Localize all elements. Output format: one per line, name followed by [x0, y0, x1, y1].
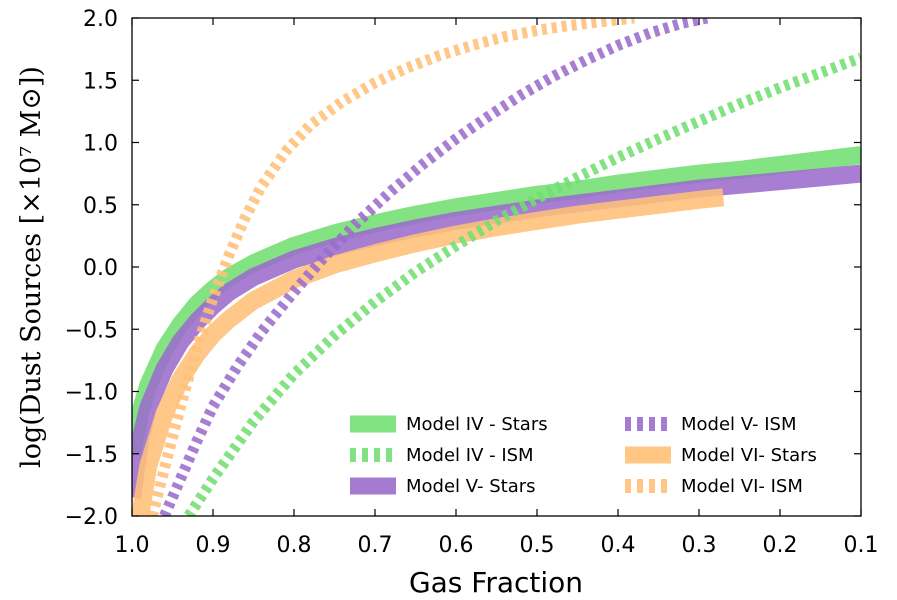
series-line-model-vi-stars [132, 188, 725, 516]
x-tick-label: 0.7 [358, 533, 393, 558]
x-tick-label: 0.2 [763, 533, 798, 558]
x-axis-title: Gas Fraction [409, 566, 583, 599]
y-axis: 2.0 1.5 1.0 0.5 0.0 −0.5 −1.0 −1.5 −2.0 [65, 7, 861, 530]
y-tick-label: 1.5 [83, 69, 118, 94]
y-tick-label: −2.0 [65, 505, 118, 530]
legend-item: Model IV - Stars [350, 414, 548, 435]
x-tick-label: 0.3 [682, 533, 717, 558]
y-tick-label: −1.5 [65, 443, 118, 468]
legend-item: Model VI- Stars [625, 445, 817, 466]
legend-label: Model V- Stars [406, 476, 536, 497]
y-tick-label: 0.0 [83, 256, 118, 281]
series-line-model-v-stars [132, 164, 861, 499]
y-tick-label: 1.0 [83, 132, 118, 157]
y-tick-label: −1.0 [65, 381, 118, 406]
x-tick-label: 0.6 [439, 533, 474, 558]
legend-label: Model IV - ISM [406, 445, 534, 466]
x-tick-label: 1.0 [115, 533, 150, 558]
x-tick-label: 0.4 [601, 533, 636, 558]
x-tick-label: 0.1 [844, 533, 879, 558]
legend-label: Model VI- Stars [681, 445, 817, 466]
legend-label: Model IV - Stars [406, 414, 548, 435]
legend-item: Model V- ISM [625, 414, 797, 435]
y-tick-label: −0.5 [65, 318, 118, 343]
series-line-model-vi-ism [146, 18, 635, 516]
y-tick-label: 2.0 [83, 7, 118, 32]
x-tick-label: 0.8 [277, 533, 312, 558]
legend-label: Model V- ISM [681, 414, 797, 435]
x-tick-label: 0.9 [196, 533, 231, 558]
series-line-model-iv-ism [184, 52, 861, 516]
legend-item: Model V- Stars [350, 476, 536, 497]
legend-label: Model VI- ISM [681, 476, 803, 497]
legend-item: Model IV - ISM [350, 445, 534, 466]
x-tick-label: 0.5 [520, 533, 555, 558]
series-line-model-v-ism [159, 18, 709, 516]
series-layer [132, 18, 861, 516]
y-tick-label: 0.5 [83, 194, 118, 219]
series-line-model-iv-stars [132, 146, 861, 456]
y-axis-title: log(Dust Sources [×10⁷ M⊙]) [16, 66, 47, 468]
legend: Model IV - Stars Model IV - ISM Model V- S… [350, 414, 817, 497]
legend-item: Model VI- ISM [625, 476, 803, 497]
x-axis: 1.0 0.9 0.8 0.7 0.6 0.5 0.4 0.3 0.2 0.1 [115, 18, 879, 558]
